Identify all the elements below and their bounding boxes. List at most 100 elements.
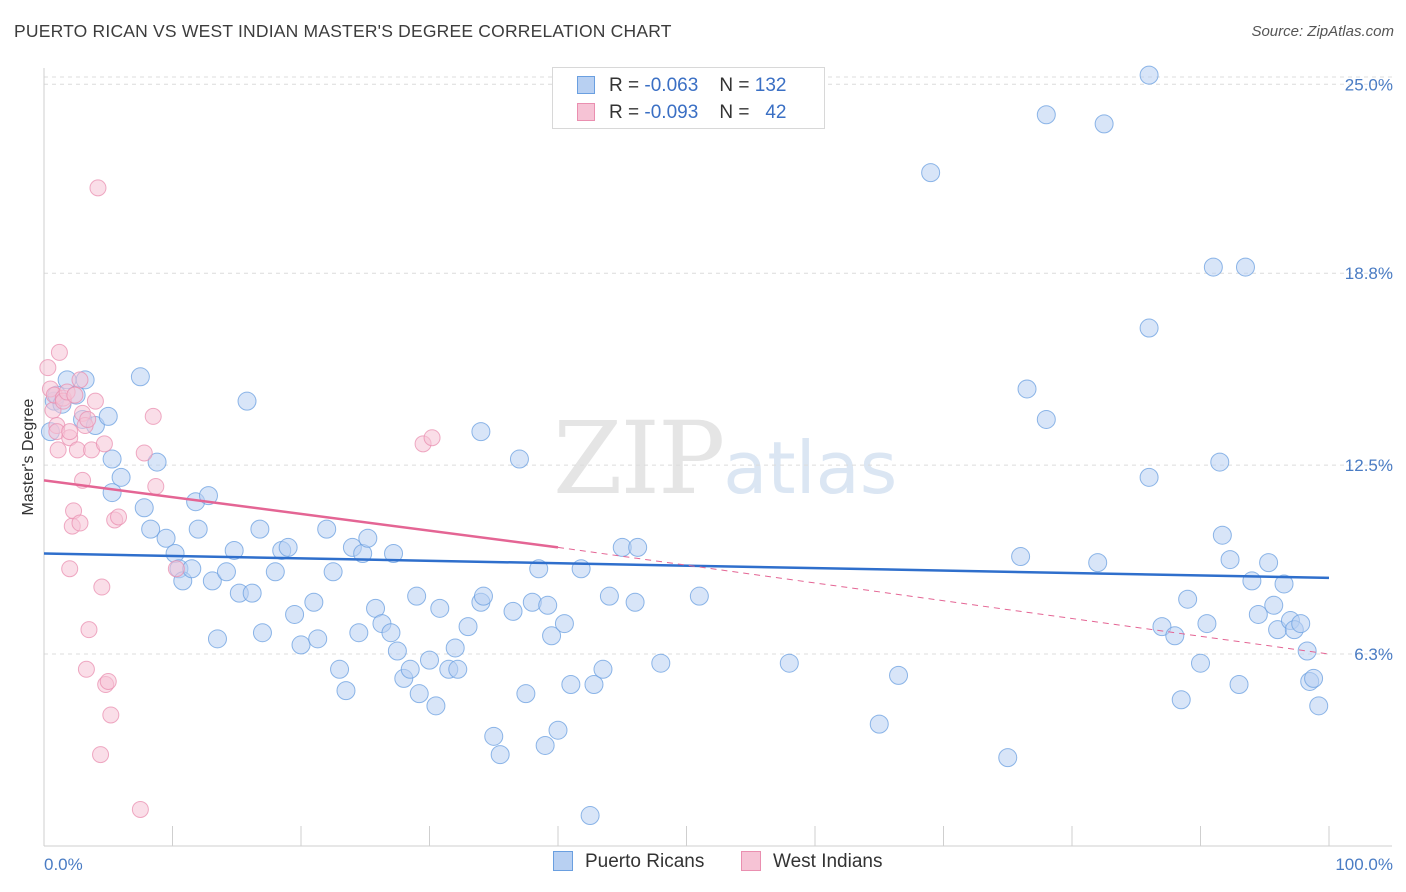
puerto-ricans-point bbox=[1309, 696, 1329, 716]
west-indians-point bbox=[89, 179, 107, 197]
puerto-ricans-point bbox=[188, 519, 208, 539]
legend-r-label: R = bbox=[609, 75, 640, 96]
watermark-zip: ZIP bbox=[553, 400, 725, 517]
puerto-ricans-point bbox=[458, 617, 478, 637]
west-indians-point bbox=[93, 578, 111, 596]
puerto-ricans-point bbox=[207, 629, 227, 649]
puerto-ricans-point bbox=[130, 367, 150, 387]
puerto-ricans-point bbox=[998, 748, 1018, 768]
puerto-ricans-point bbox=[869, 714, 889, 734]
puerto-ricans-point bbox=[242, 583, 262, 603]
legend-swatch-pink bbox=[577, 103, 595, 121]
puerto-ricans-point bbox=[400, 659, 420, 679]
puerto-ricans-point bbox=[278, 537, 298, 557]
bottom-legend-west-indians: West Indians bbox=[741, 851, 882, 873]
puerto-ricans-point bbox=[1274, 574, 1294, 594]
y-tick-label: 12.5% bbox=[1345, 456, 1393, 475]
puerto-ricans-point bbox=[102, 449, 122, 469]
puerto-ricans-point bbox=[542, 626, 562, 646]
puerto-ricans-point bbox=[628, 537, 648, 557]
puerto-ricans-point bbox=[779, 653, 799, 673]
puerto-ricans-point bbox=[1220, 550, 1240, 570]
west-indians-point bbox=[144, 407, 162, 425]
correlation-legend: R = -0.063 N = 132 R = -0.093 N = 42 bbox=[552, 67, 825, 129]
west-indians-point bbox=[49, 441, 67, 459]
puerto-ricans-point bbox=[584, 675, 604, 695]
source-label: Source: ZipAtlas.com bbox=[1251, 23, 1394, 40]
west-indians-point bbox=[147, 477, 165, 495]
puerto-ricans-point bbox=[538, 595, 558, 615]
puerto-ricans-point bbox=[387, 641, 407, 661]
puerto-ricans-point bbox=[265, 562, 285, 582]
legend-n-value: 42 bbox=[765, 102, 787, 123]
west-indians-point bbox=[68, 441, 86, 459]
puerto-ricans-point bbox=[216, 562, 236, 582]
west-indians-point bbox=[135, 444, 153, 462]
x-tick-label-max: 100.0% bbox=[1335, 855, 1393, 874]
puerto-ricans-point bbox=[651, 653, 671, 673]
puerto-ricans-point bbox=[1152, 617, 1172, 637]
puerto-ricans-point bbox=[889, 665, 909, 685]
bottom-legend-swatch-pink bbox=[741, 851, 761, 871]
puerto-ricans-point bbox=[407, 586, 427, 606]
puerto-ricans-point bbox=[1235, 257, 1255, 277]
puerto-ricans-point bbox=[141, 519, 161, 539]
y-tick-label: 18.8% bbox=[1345, 264, 1393, 283]
west-indians-point bbox=[61, 423, 79, 441]
puerto-ricans-point bbox=[535, 735, 555, 755]
puerto-ricans-point bbox=[548, 720, 568, 740]
puerto-ricans-point bbox=[224, 540, 244, 560]
puerto-ricans-point bbox=[509, 449, 529, 469]
puerto-ricans-point bbox=[336, 681, 356, 701]
puerto-ricans-point bbox=[625, 592, 645, 612]
legend-n-label: N = bbox=[719, 102, 750, 123]
puerto-ricans-point bbox=[250, 519, 270, 539]
puerto-ricans-point bbox=[689, 586, 709, 606]
puerto-ricans-point bbox=[1291, 614, 1311, 634]
puerto-ricans-point bbox=[1229, 675, 1249, 695]
puerto-ricans-point bbox=[593, 659, 613, 679]
puerto-ricans-point bbox=[237, 391, 257, 411]
trendlines bbox=[43, 479, 1330, 655]
west-indians-point bbox=[92, 746, 110, 764]
legend-n-label: N = bbox=[719, 75, 750, 96]
puerto-ricans-point bbox=[1165, 626, 1185, 646]
legend-r-label: R = bbox=[609, 102, 640, 123]
puerto-ricans-point bbox=[384, 544, 404, 563]
puerto-ricans-point bbox=[1088, 553, 1108, 573]
west-indians-point bbox=[61, 560, 79, 578]
puerto-ricans-point bbox=[285, 604, 305, 624]
puerto-ricans-point bbox=[484, 726, 504, 746]
west-indians-points bbox=[39, 179, 441, 818]
puerto-ricans-point bbox=[561, 675, 581, 695]
legend-row-west-indians: R = -0.093 N = 42 bbox=[577, 102, 786, 126]
bottom-legend-swatch-blue bbox=[553, 851, 573, 871]
puerto-ricans-point bbox=[147, 452, 167, 472]
watermark: ZIPatlas bbox=[553, 400, 897, 517]
west-indians-point bbox=[71, 514, 89, 532]
west-indians-point bbox=[66, 386, 84, 404]
bottom-legend-label: Puerto Ricans bbox=[585, 851, 705, 872]
puerto-ricans-point bbox=[1210, 452, 1230, 472]
puerto-ricans-point bbox=[308, 629, 328, 649]
puerto-ricans-point bbox=[554, 614, 574, 634]
y-tick-labels: 6.3% 12.5% 18.8% 25.0% bbox=[1345, 75, 1393, 664]
chart-title: PUERTO RICAN VS WEST INDIAN MASTER'S DEG… bbox=[14, 21, 672, 41]
puerto-ricans-point bbox=[426, 696, 446, 716]
bottom-legend-label: West Indians bbox=[773, 851, 883, 872]
puerto-ricans-point bbox=[522, 592, 542, 612]
y-axis-title: Master's Degree bbox=[20, 398, 37, 515]
puerto-ricans-point bbox=[445, 638, 465, 658]
puerto-ricans-point bbox=[430, 598, 450, 618]
puerto-ricans-point bbox=[156, 528, 176, 548]
west-indians-point bbox=[95, 435, 113, 453]
puerto-ricans-point bbox=[349, 623, 369, 643]
west-indians-point bbox=[167, 560, 185, 578]
bottom-legend-puerto-ricans: Puerto Ricans bbox=[553, 851, 704, 873]
puerto-ricans-point bbox=[1139, 318, 1159, 338]
y-tick-label: 6.3% bbox=[1354, 645, 1393, 664]
puerto-ricans-point bbox=[1191, 653, 1210, 673]
puerto-ricans-point bbox=[1248, 604, 1268, 624]
west-indians-point bbox=[71, 371, 89, 389]
puerto-ricans-point bbox=[1242, 571, 1262, 591]
